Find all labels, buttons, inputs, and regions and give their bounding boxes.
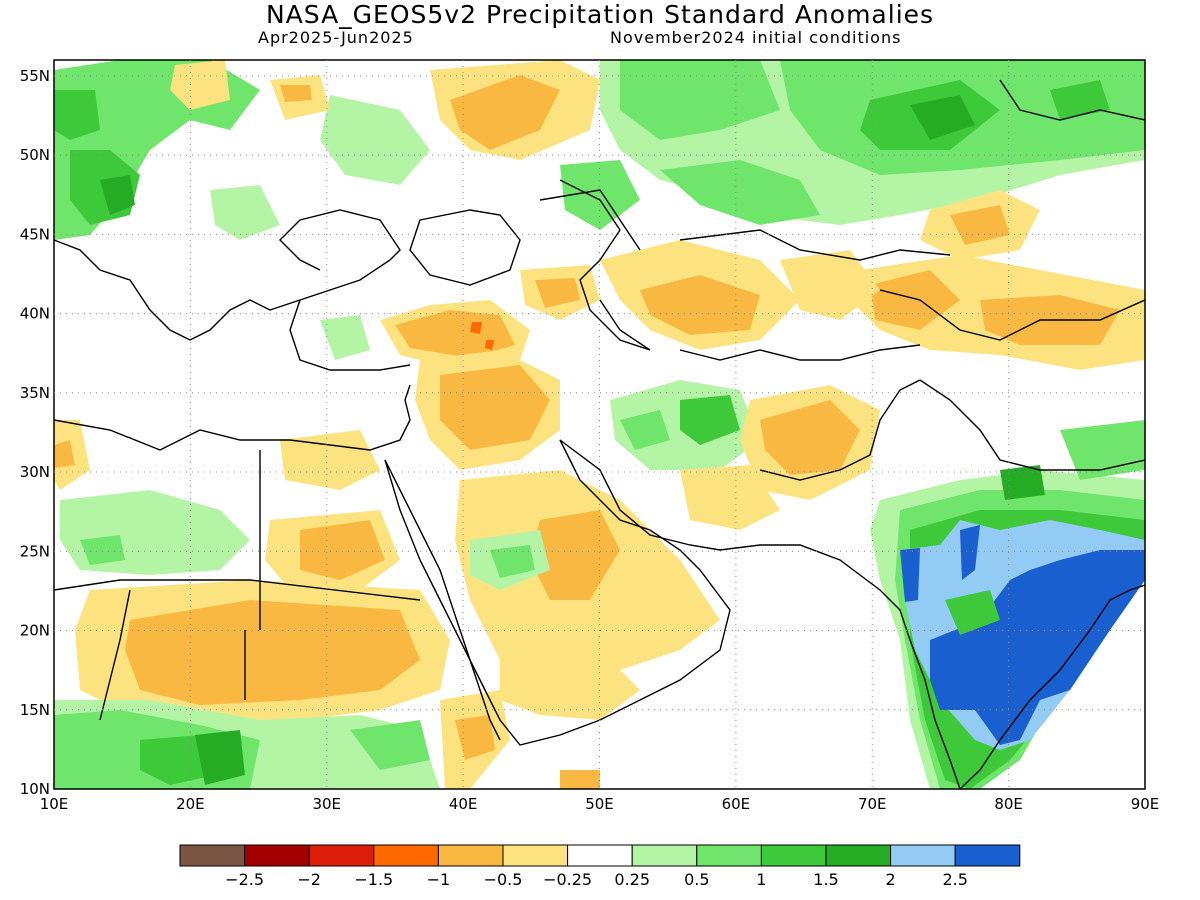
legend-swatch: [954, 844, 1021, 867]
legend-swatch: [437, 844, 504, 867]
anomaly-patch: [450, 75, 560, 150]
anomaly-patch: [910, 95, 975, 140]
anomaly-patch: [1060, 420, 1145, 480]
anomaly-patch: [80, 535, 125, 565]
anomaly-patch: [945, 590, 1000, 635]
legend-swatch: [631, 844, 698, 867]
anomaly-patch: [1050, 80, 1110, 120]
anomaly-patch: [760, 400, 860, 475]
anomaly-patch: [490, 545, 535, 578]
legend-label: −2.5: [225, 870, 264, 889]
legend-label: 2: [886, 870, 896, 889]
anomaly-patch: [960, 525, 980, 580]
anomaly-patch: [660, 160, 820, 225]
color-legend: −2.5 −2 −1.5 −1 −0.5 −0.25 0.25 0.5 1 1.5 2 2.5: [179, 844, 1021, 889]
legend-label: −1: [427, 870, 451, 889]
lon-tick-label: 30E: [312, 795, 341, 813]
anomaly-patch: [395, 310, 515, 358]
coastlines: [54, 79, 1145, 789]
anomaly-patch: [560, 160, 640, 230]
legend-swatch: [179, 844, 246, 867]
anomaly-patch: [140, 735, 215, 785]
lon-tick-label: 60E: [722, 795, 751, 813]
initial-conditions: November2024 initial conditions: [610, 28, 902, 47]
anomaly-patch: [470, 322, 482, 334]
anomaly-patch: [680, 465, 780, 530]
map-title: NASA_GEOS5v2 Precipitation Standard Anom…: [265, 0, 935, 29]
anomaly-patch: [560, 770, 600, 789]
anomaly-patch: [870, 270, 960, 330]
anomaly-patch: [455, 715, 495, 760]
anomaly-patch: [54, 440, 75, 468]
anomaly-patch: [195, 730, 245, 785]
lat-tick-label: 15N: [20, 701, 50, 719]
legend-label: −2: [297, 870, 321, 889]
anomaly-patch: [320, 315, 370, 360]
lon-tick-label: 90E: [1131, 795, 1160, 813]
lat-tick-label: 25N: [20, 542, 50, 560]
lat-tick-label: 50N: [20, 146, 50, 164]
legend-swatch: [502, 844, 569, 867]
anomaly-patch: [780, 250, 880, 320]
legend-label: 1: [756, 870, 766, 889]
anomaly-patch: [680, 395, 740, 445]
anomaly-patch: [530, 510, 620, 600]
latitude-labels: 55N 50N 45N 40N 35N 30N 25N 20N 15N 10N: [20, 67, 50, 798]
anomaly-patch: [170, 60, 230, 110]
anomaly-patch: [280, 430, 380, 490]
anomaly-patch: [125, 600, 420, 705]
anomaly-patch: [440, 365, 550, 450]
anomaly-patch: [210, 185, 280, 240]
legend-swatch: [696, 844, 762, 867]
legend-label: 2.5: [942, 870, 967, 889]
anomaly-patch: [950, 205, 1010, 245]
lon-tick-label: 50E: [585, 795, 614, 813]
anomaly-patch: [640, 275, 760, 335]
anomaly-patch: [535, 278, 580, 308]
anomaly-patch: [930, 550, 1145, 745]
anomaly-patch: [620, 410, 670, 450]
anomaly-patch: [485, 340, 494, 350]
anomaly-patch: [54, 90, 100, 140]
forecast-period: Apr2025-Jun2025: [258, 28, 414, 47]
anomaly-patch: [350, 720, 430, 770]
lat-tick-label: 10N: [20, 780, 50, 798]
anomaly-patch: [620, 60, 780, 140]
legend-swatch: [244, 844, 310, 867]
lon-tick-label: 10E: [40, 795, 69, 813]
anomaly-patch: [500, 650, 640, 720]
anomaly-patch: [100, 175, 135, 215]
lon-tick-label: 40E: [449, 795, 478, 813]
lon-tick-label: 80E: [994, 795, 1023, 813]
legend-swatch: [373, 844, 439, 867]
lat-tick-label: 20N: [20, 622, 50, 640]
legend-swatch: [890, 844, 956, 867]
anomaly-patch: [60, 490, 250, 575]
anomaly-patch: [300, 520, 385, 580]
anomaly-field: [54, 60, 1145, 789]
anomaly-patch: [900, 548, 920, 602]
legend-label: 0.25: [614, 870, 650, 889]
anomaly-patch: [320, 95, 430, 185]
legend-swatch: [308, 844, 375, 867]
lat-tick-label: 55N: [20, 67, 50, 85]
lat-tick-label: 40N: [20, 305, 50, 323]
legend-label: −1.5: [354, 870, 393, 889]
lon-tick-label: 20E: [176, 795, 205, 813]
lon-tick-label: 70E: [858, 795, 887, 813]
legend-label: −0.25: [543, 870, 592, 889]
legend-swatch: [567, 844, 633, 867]
anomaly-patch: [1000, 465, 1045, 500]
legend-swatch: [760, 844, 827, 867]
legend-label: 0.5: [684, 870, 709, 889]
lat-tick-label: 30N: [20, 463, 50, 481]
longitude-labels: 10E 20E 30E 40E 50E 60E 70E 80E 90E: [40, 795, 1160, 813]
legend-label: −0.5: [484, 870, 523, 889]
lat-tick-label: 35N: [20, 384, 50, 402]
legend-swatch: [825, 844, 892, 867]
anomaly-patch: [280, 85, 312, 102]
legend-label: 1.5: [813, 870, 838, 889]
lat-tick-label: 45N: [20, 225, 50, 243]
